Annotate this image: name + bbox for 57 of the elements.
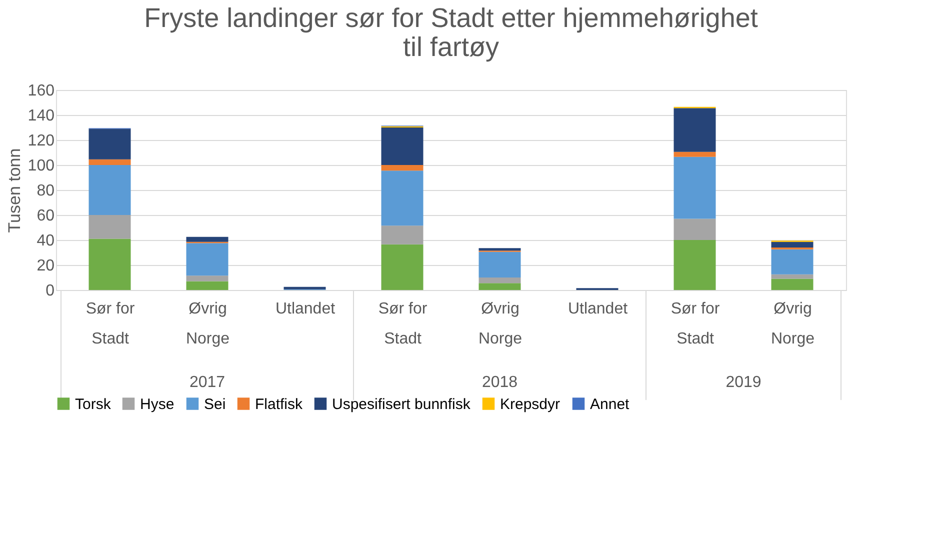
- y-tick-label: 40: [36, 232, 55, 250]
- bar: [674, 218, 716, 240]
- bar: [771, 242, 814, 248]
- chart-title: Fryste landinger sør for Stadt etter hjemmehørighet til fartøy: [144, 3, 758, 62]
- bar: [381, 170, 424, 226]
- bar: [381, 244, 424, 290]
- y-tick-label: 0: [46, 282, 55, 300]
- y-tick-label: 100: [28, 158, 55, 174]
- legend-label: Annet: [590, 396, 630, 413]
- bar: [381, 226, 424, 244]
- y-tick-label: 120: [28, 132, 55, 150]
- legend-label: Krepsdyr: [500, 396, 560, 413]
- bar: [186, 243, 228, 276]
- legend-label: Hyse: [140, 396, 174, 413]
- y-tick-label: 140: [28, 108, 55, 124]
- x-tick-label: Utlandet: [568, 300, 628, 318]
- bar: [674, 108, 716, 152]
- text: 2019: [726, 374, 762, 391]
- bar: [674, 152, 716, 157]
- y-tick-label: 20: [36, 258, 55, 274]
- bar: [88, 238, 131, 290]
- legend-label: Sei: [204, 396, 226, 413]
- x-tick-label: Sør for Stadt: [378, 300, 428, 348]
- x-tick-label: Sør for Stadt: [86, 300, 136, 348]
- bar: [674, 240, 716, 290]
- y-axis-title: Tusen tonn: [4, 148, 24, 233]
- legend-label: Torsk: [75, 396, 112, 413]
- legend-label: Flatfisk: [255, 396, 304, 413]
- x-tick-label: Øvrig Norge: [186, 300, 230, 348]
- bar: [771, 274, 814, 279]
- bar: [771, 278, 814, 290]
- bar: [478, 252, 521, 278]
- bar: [186, 276, 228, 282]
- y-tick-label: 80: [36, 182, 55, 200]
- text: 2017: [189, 374, 226, 391]
- x-tick-label: Utlandet: [275, 300, 336, 318]
- bar: [186, 236, 228, 242]
- bar: [478, 278, 521, 284]
- bar: [88, 215, 131, 239]
- bar: [88, 159, 131, 165]
- bar: [478, 248, 521, 251]
- text: 2018: [482, 374, 518, 391]
- y-tick-label: 160: [28, 82, 55, 100]
- bar: [186, 281, 228, 290]
- bar: [88, 128, 131, 160]
- bar: [88, 165, 131, 215]
- x-tick-label: Øvrig Norge: [770, 300, 815, 348]
- bar: [478, 283, 521, 290]
- bar: [284, 286, 326, 290]
- bar: [674, 156, 716, 219]
- legend-label: Uspesifisert bunnfisk: [332, 396, 471, 413]
- x-tick-label: Sør for Stadt: [670, 300, 720, 348]
- bar: [381, 128, 424, 165]
- x-tick-label: Øvrig Norge: [478, 300, 522, 348]
- bar: [381, 165, 424, 171]
- y-tick-label: 60: [36, 208, 55, 224]
- bar: [771, 249, 814, 274]
